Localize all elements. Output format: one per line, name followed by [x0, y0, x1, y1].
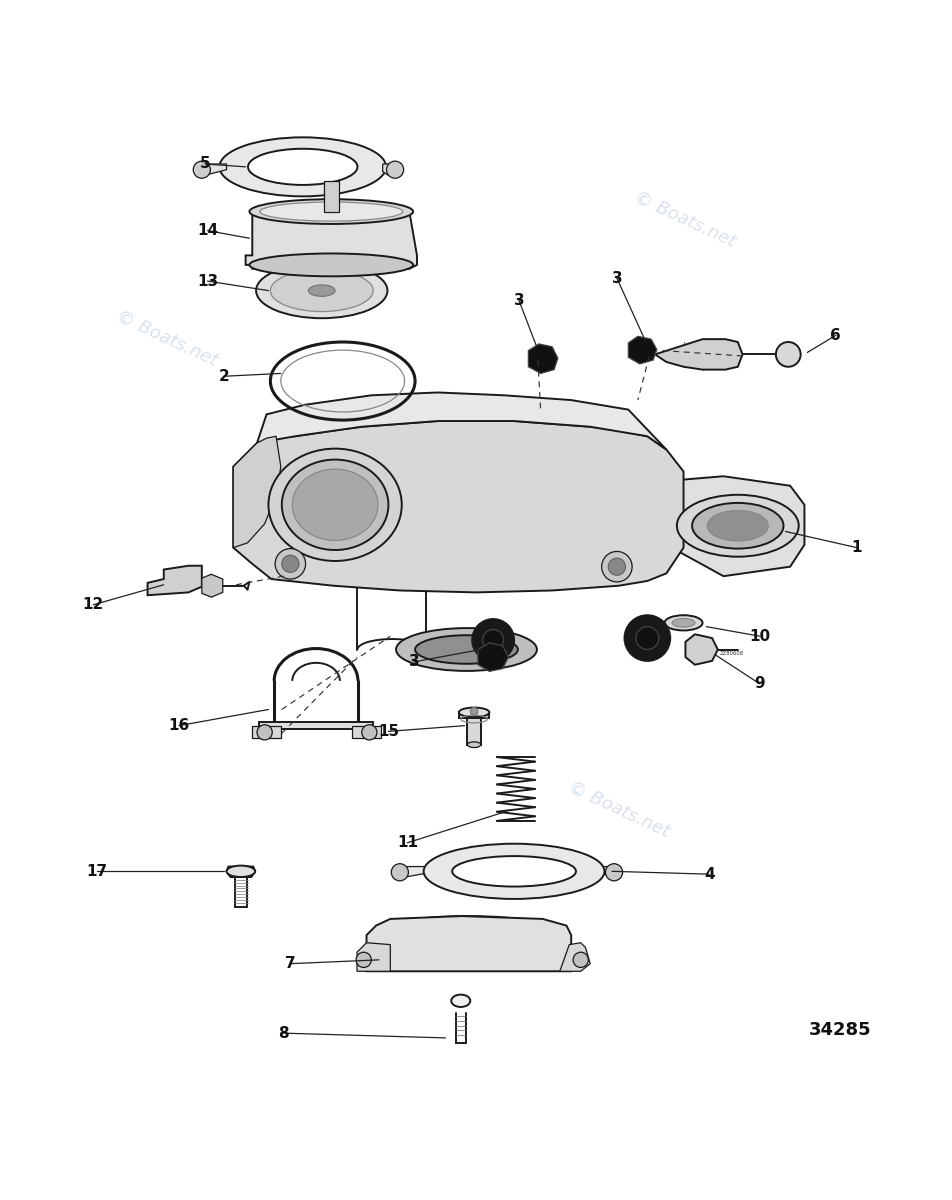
- Circle shape: [275, 548, 306, 580]
- Polygon shape: [148, 565, 202, 595]
- Circle shape: [362, 725, 377, 740]
- Circle shape: [602, 552, 632, 582]
- Ellipse shape: [672, 618, 695, 628]
- Ellipse shape: [282, 460, 388, 550]
- Ellipse shape: [459, 708, 489, 718]
- Polygon shape: [233, 419, 684, 593]
- Ellipse shape: [692, 503, 783, 548]
- Text: 3: 3: [513, 293, 525, 307]
- Polygon shape: [367, 916, 571, 971]
- Text: 7: 7: [285, 956, 296, 971]
- Text: 2: 2: [218, 368, 229, 384]
- Polygon shape: [233, 437, 281, 547]
- Text: 16: 16: [169, 718, 189, 733]
- Text: 6: 6: [830, 328, 842, 343]
- Circle shape: [282, 556, 299, 572]
- Text: 3: 3: [611, 271, 623, 286]
- Text: © Boats.net: © Boats.net: [113, 307, 220, 370]
- Polygon shape: [560, 943, 590, 971]
- Text: 8: 8: [278, 1026, 289, 1040]
- Ellipse shape: [227, 865, 255, 877]
- Ellipse shape: [248, 149, 358, 185]
- Polygon shape: [357, 943, 390, 971]
- Ellipse shape: [415, 635, 518, 664]
- Text: 14: 14: [197, 223, 218, 238]
- Ellipse shape: [256, 263, 387, 318]
- Circle shape: [625, 616, 670, 661]
- Polygon shape: [252, 726, 281, 738]
- Polygon shape: [459, 713, 489, 718]
- Ellipse shape: [664, 616, 703, 630]
- Ellipse shape: [677, 494, 799, 557]
- Polygon shape: [685, 635, 718, 665]
- Ellipse shape: [467, 742, 481, 748]
- Circle shape: [605, 864, 623, 881]
- Ellipse shape: [219, 137, 387, 197]
- Circle shape: [193, 161, 210, 179]
- Ellipse shape: [292, 469, 378, 540]
- Polygon shape: [227, 866, 255, 877]
- Text: 15: 15: [378, 724, 399, 739]
- Ellipse shape: [270, 270, 373, 312]
- Polygon shape: [383, 164, 398, 175]
- Ellipse shape: [308, 284, 335, 296]
- Ellipse shape: [396, 628, 537, 671]
- Ellipse shape: [452, 856, 576, 887]
- Polygon shape: [655, 340, 743, 370]
- Circle shape: [387, 161, 404, 179]
- Ellipse shape: [249, 253, 413, 276]
- Ellipse shape: [249, 199, 413, 224]
- Text: 3: 3: [408, 654, 420, 670]
- Text: 4: 4: [704, 866, 715, 882]
- Polygon shape: [528, 344, 558, 373]
- Ellipse shape: [260, 202, 403, 221]
- Text: 1: 1: [851, 540, 863, 556]
- Text: 9: 9: [754, 677, 765, 691]
- Polygon shape: [352, 726, 381, 738]
- Circle shape: [470, 708, 478, 715]
- Text: 10: 10: [749, 629, 770, 643]
- Polygon shape: [467, 718, 481, 745]
- Text: 17: 17: [87, 864, 108, 878]
- Text: 11: 11: [397, 835, 418, 851]
- Polygon shape: [202, 575, 223, 598]
- Text: ZZ80608: ZZ80608: [720, 650, 744, 656]
- Text: © Boats.net: © Boats.net: [565, 778, 672, 841]
- Polygon shape: [666, 476, 804, 576]
- Polygon shape: [259, 722, 373, 738]
- Polygon shape: [628, 336, 657, 364]
- Ellipse shape: [707, 510, 768, 541]
- Polygon shape: [395, 866, 426, 878]
- Polygon shape: [602, 866, 619, 878]
- Circle shape: [472, 619, 514, 661]
- Circle shape: [776, 342, 801, 367]
- Ellipse shape: [451, 995, 470, 1007]
- Text: 13: 13: [197, 274, 218, 288]
- Polygon shape: [324, 181, 339, 211]
- Ellipse shape: [268, 449, 402, 560]
- Text: 5: 5: [199, 156, 210, 172]
- Polygon shape: [478, 643, 508, 672]
- Polygon shape: [198, 164, 227, 175]
- Circle shape: [356, 953, 371, 967]
- Circle shape: [608, 558, 625, 575]
- Circle shape: [636, 626, 659, 649]
- Circle shape: [257, 725, 272, 740]
- Polygon shape: [246, 211, 417, 269]
- Polygon shape: [257, 392, 666, 450]
- Circle shape: [573, 953, 588, 967]
- Circle shape: [391, 864, 408, 881]
- Text: 34285: 34285: [808, 1021, 871, 1039]
- Ellipse shape: [424, 844, 605, 899]
- Text: 12: 12: [83, 598, 104, 612]
- Circle shape: [483, 630, 504, 650]
- Text: © Boats.net: © Boats.net: [632, 188, 739, 251]
